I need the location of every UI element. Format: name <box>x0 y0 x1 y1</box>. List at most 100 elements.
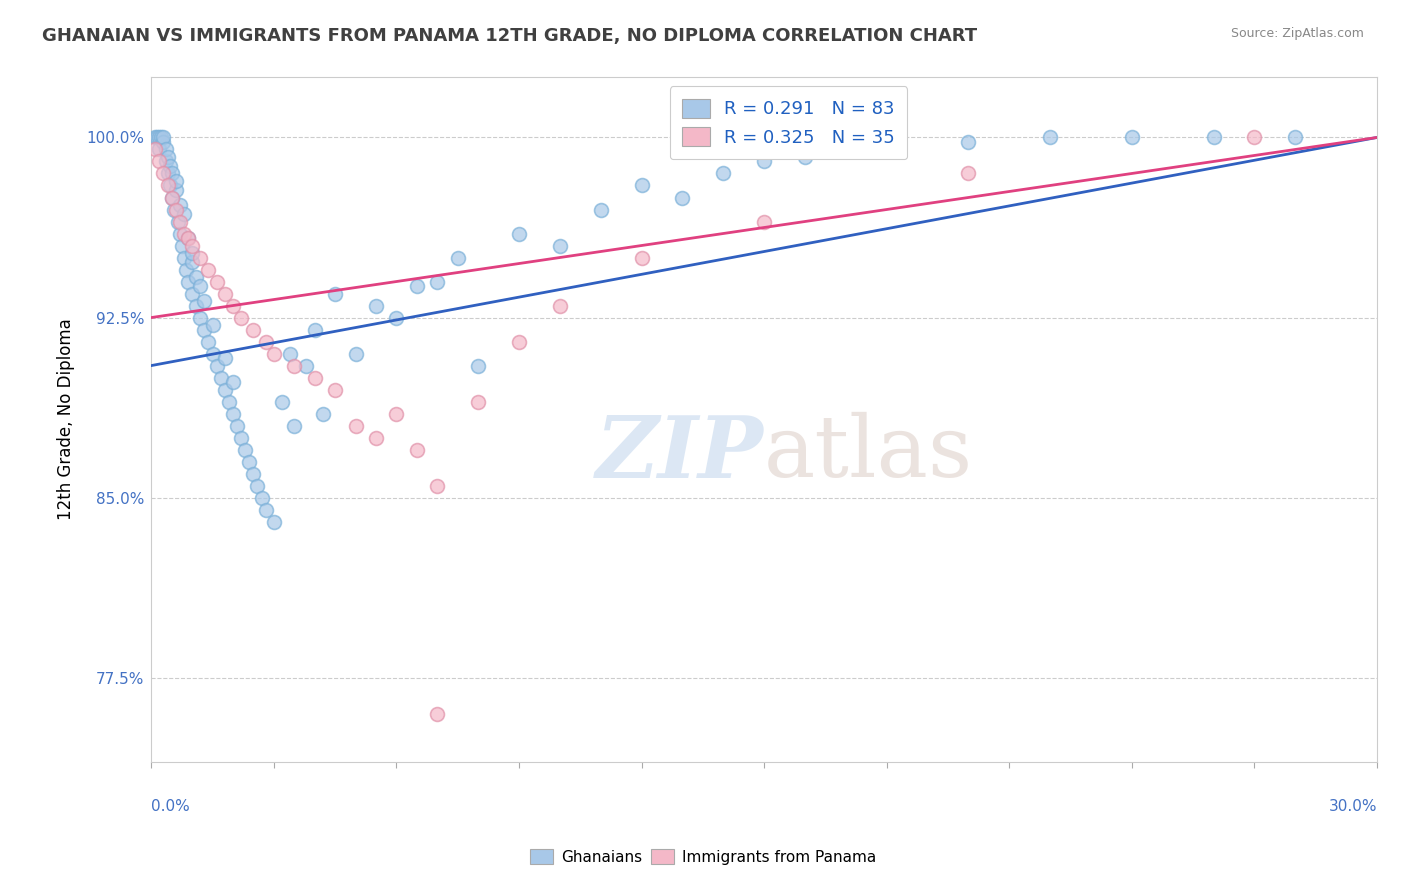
Point <box>671 190 693 204</box>
Point <box>222 407 245 421</box>
Point <box>283 359 305 373</box>
Point <box>159 159 181 173</box>
Point <box>169 227 191 241</box>
Point <box>364 299 387 313</box>
Point <box>165 183 187 197</box>
Point <box>548 238 571 252</box>
Point <box>152 166 174 180</box>
Point <box>295 359 318 373</box>
Point <box>181 255 204 269</box>
Point <box>246 478 269 492</box>
Point <box>214 351 236 366</box>
Point <box>177 231 200 245</box>
Point <box>344 418 367 433</box>
Text: Source: ZipAtlas.com: Source: ZipAtlas.com <box>1230 27 1364 40</box>
Point <box>226 418 249 433</box>
Point <box>1039 130 1062 145</box>
Point <box>173 207 195 221</box>
Point <box>148 130 170 145</box>
Point <box>201 318 224 332</box>
Point <box>177 231 200 245</box>
Point <box>214 286 236 301</box>
Point <box>426 706 449 721</box>
Point <box>181 238 204 252</box>
Point <box>148 143 170 157</box>
Point <box>209 370 232 384</box>
Point <box>188 279 211 293</box>
Point <box>152 130 174 145</box>
Point <box>1284 130 1306 145</box>
Text: 0.0%: 0.0% <box>152 799 190 814</box>
Point <box>156 166 179 180</box>
Text: ZIP: ZIP <box>596 412 763 496</box>
Point <box>405 442 427 457</box>
Point <box>186 269 208 284</box>
Point <box>344 346 367 360</box>
Point <box>589 202 612 217</box>
Point <box>218 394 240 409</box>
Point <box>193 322 215 336</box>
Point <box>156 178 179 193</box>
Point <box>508 334 530 349</box>
Point <box>323 286 346 301</box>
Y-axis label: 12th Grade, No Diploma: 12th Grade, No Diploma <box>58 318 75 521</box>
Point <box>254 502 277 516</box>
Text: atlas: atlas <box>763 412 973 495</box>
Point <box>385 407 408 421</box>
Point <box>201 346 224 360</box>
Point <box>156 150 179 164</box>
Point <box>229 310 252 325</box>
Point <box>173 251 195 265</box>
Point <box>188 251 211 265</box>
Point <box>143 143 166 157</box>
Point <box>229 431 252 445</box>
Point <box>160 166 183 180</box>
Point <box>467 359 489 373</box>
Point <box>278 346 301 360</box>
Point <box>957 166 980 180</box>
Point <box>711 166 734 180</box>
Point <box>169 197 191 211</box>
Point <box>323 383 346 397</box>
Point <box>222 376 245 390</box>
Point <box>150 130 173 145</box>
Point <box>173 227 195 241</box>
Point <box>152 135 174 149</box>
Point <box>548 299 571 313</box>
Point <box>186 299 208 313</box>
Point <box>1121 130 1143 145</box>
Point <box>467 394 489 409</box>
Point <box>222 299 245 313</box>
Point <box>163 202 186 217</box>
Point <box>181 245 204 260</box>
Point <box>146 130 169 145</box>
Point <box>876 143 898 157</box>
Point <box>312 407 335 421</box>
Point <box>160 190 183 204</box>
Point <box>238 455 260 469</box>
Legend: Ghanaians, Immigrants from Panama: Ghanaians, Immigrants from Panama <box>524 843 882 871</box>
Point <box>447 251 470 265</box>
Point <box>205 275 228 289</box>
Point <box>254 334 277 349</box>
Point <box>426 478 449 492</box>
Point <box>148 154 170 169</box>
Point <box>160 190 183 204</box>
Point <box>174 262 197 277</box>
Point <box>193 293 215 308</box>
Point <box>170 238 193 252</box>
Point <box>630 251 652 265</box>
Point <box>214 383 236 397</box>
Text: 30.0%: 30.0% <box>1329 799 1376 814</box>
Point <box>957 135 980 149</box>
Point <box>263 346 285 360</box>
Point <box>242 322 264 336</box>
Point <box>1202 130 1225 145</box>
Point <box>263 515 285 529</box>
Text: GHANAIAN VS IMMIGRANTS FROM PANAMA 12TH GRADE, NO DIPLOMA CORRELATION CHART: GHANAIAN VS IMMIGRANTS FROM PANAMA 12TH … <box>42 27 977 45</box>
Point <box>364 431 387 445</box>
Point <box>159 178 181 193</box>
Point <box>205 359 228 373</box>
Point <box>630 178 652 193</box>
Point <box>155 143 177 157</box>
